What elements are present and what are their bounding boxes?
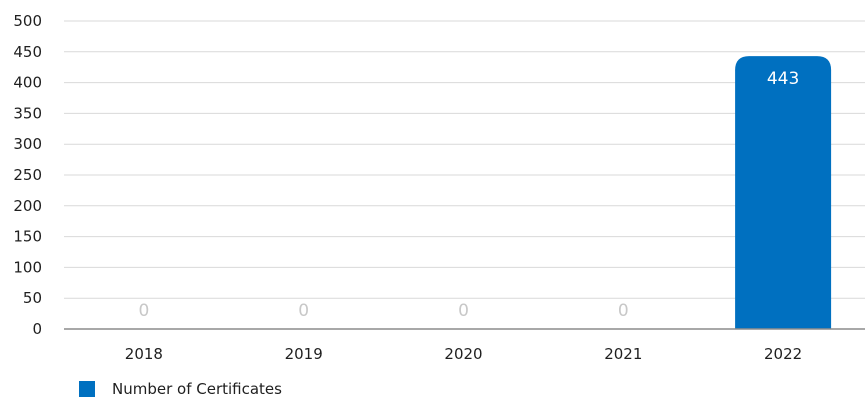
y-tick-label: 150 <box>13 228 42 246</box>
grid-lines <box>64 20 865 299</box>
y-tick-label: 0 <box>32 320 42 338</box>
y-tick-label: 350 <box>13 104 42 122</box>
data-labels: 0 0 0 0 443 <box>138 69 799 321</box>
y-tick-label: 50 <box>23 289 42 307</box>
data-label: 0 <box>298 301 309 321</box>
x-axis-ticks: 2018 2019 2020 2021 2022 <box>125 345 802 363</box>
x-tick-label: 2021 <box>604 345 642 363</box>
bars <box>735 56 832 329</box>
y-tick-label: 100 <box>13 258 42 276</box>
legend-swatch <box>79 381 95 397</box>
y-tick-label: 450 <box>13 43 42 61</box>
data-label: 443 <box>767 69 799 89</box>
y-tick-label: 200 <box>13 197 42 215</box>
y-axis-ticks: 0 50 100 150 200 250 300 350 400 450 500 <box>13 12 42 338</box>
legend-label: Number of Certificates <box>112 380 282 398</box>
y-tick-label: 400 <box>13 74 42 92</box>
x-tick-label: 2020 <box>444 345 482 363</box>
y-tick-label: 250 <box>13 166 42 184</box>
x-tick-label: 2022 <box>764 345 802 363</box>
y-tick-label: 300 <box>13 135 42 153</box>
y-tick-label: 500 <box>13 12 42 30</box>
data-label: 0 <box>138 301 149 321</box>
legend: Number of Certificates <box>79 380 282 398</box>
data-label: 0 <box>618 301 629 321</box>
x-tick-label: 2019 <box>285 345 323 363</box>
x-tick-label: 2018 <box>125 345 163 363</box>
data-label: 0 <box>458 301 469 321</box>
bar-2022 <box>735 56 832 329</box>
